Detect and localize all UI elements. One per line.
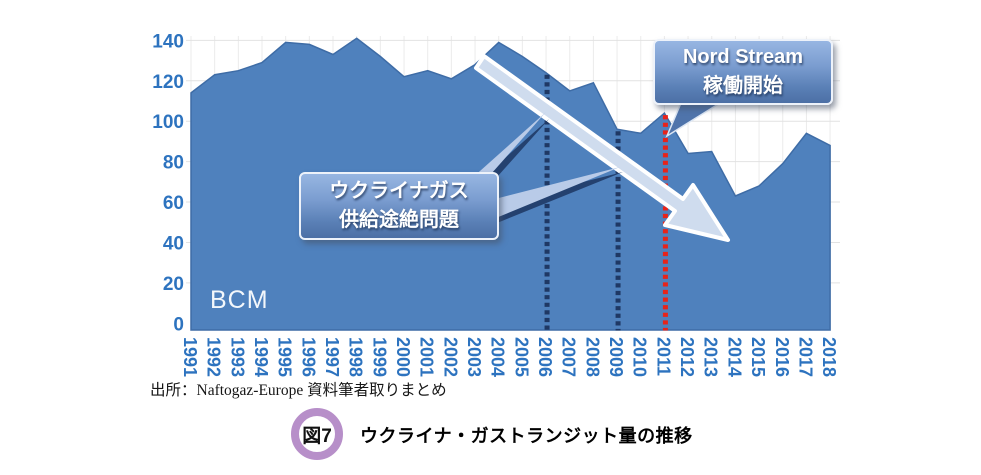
y-axis-tick-label: 80 [163, 153, 184, 174]
x-axis-year-label: 1992 [204, 337, 224, 377]
x-axis-year-label: 2008 [582, 337, 602, 377]
x-axis-year-label: 1994 [251, 337, 271, 377]
nordstream-callout-line1: Nord Stream [682, 46, 804, 68]
source-note: 出所：Naftogaz-Europe 資料筆者取りまとめ [150, 382, 447, 399]
x-axis-year-label: 2009 [606, 337, 626, 377]
x-axis-year-label: 2010 [630, 337, 650, 377]
x-axis-year-label: 2003 [464, 337, 484, 377]
nordstream-callout: Nord Stream 稼働開始 [653, 39, 833, 105]
figure-number-badge: 図7 [291, 408, 343, 460]
supply-disruption-callout: ウクライナガス 供給途絶問題 [299, 172, 499, 240]
x-axis-year-label: 2013 [701, 337, 721, 377]
unit-label: BCM [210, 286, 269, 314]
x-axis-year-label: 2006 [535, 337, 555, 377]
figure-number: 図7 [302, 425, 332, 447]
x-axis-year-label: 1998 [346, 337, 366, 377]
y-axis-tick-label: 120 [152, 72, 184, 93]
y-axis-tick-label: 20 [163, 274, 184, 295]
x-axis-year-label: 2014 [724, 337, 744, 377]
nordstream-callout-line2: 稼働開始 [703, 75, 783, 97]
x-axis-year-label: 2007 [559, 337, 579, 377]
x-axis-year-label: 2000 [393, 337, 413, 377]
x-axis-year-label: 1999 [369, 337, 389, 377]
decline-trend-arrow-icon [474, 54, 730, 242]
y-axis-tick-label: 60 [163, 193, 184, 214]
transit-volume-area [190, 37, 831, 331]
y-axis-tick-label: 0 [173, 314, 184, 335]
x-axis-year-label: 1996 [298, 337, 318, 377]
x-axis-year-label: 2012 [677, 337, 697, 377]
x-axis-year-label: 2015 [748, 337, 768, 377]
y-axis-tick-label: 100 [152, 112, 184, 133]
supply-callout-line1: ウクライナガス [329, 180, 469, 202]
x-axis-year-label: 2017 [795, 337, 815, 377]
y-axis-tick-label: 140 [152, 31, 184, 52]
x-axis-year-label: 1995 [275, 337, 295, 377]
x-axis-year-label: 2016 [772, 337, 792, 377]
x-axis-year-label: 2011 [653, 337, 673, 376]
x-axis-year-label: 2018 [819, 337, 839, 377]
x-axis-year-label: 2001 [417, 337, 437, 377]
y-axis-tick-label: 40 [163, 233, 184, 254]
x-axis-year-label: 2002 [440, 337, 460, 377]
figure-title: ウクライナ・ガストランジット量の推移 [360, 426, 693, 446]
x-axis-year-label: 1991 [180, 337, 200, 377]
x-axis-year-label: 2004 [488, 337, 508, 377]
x-axis-year-label: 2005 [511, 337, 531, 377]
x-axis-year-label: 1997 [322, 337, 342, 377]
figure-caption: 図7 ウクライナ・ガストランジット量の推移 [0, 404, 981, 464]
supply-callout-line2: 供給途絶問題 [339, 209, 459, 231]
x-axis-year-label: 1993 [227, 337, 247, 377]
